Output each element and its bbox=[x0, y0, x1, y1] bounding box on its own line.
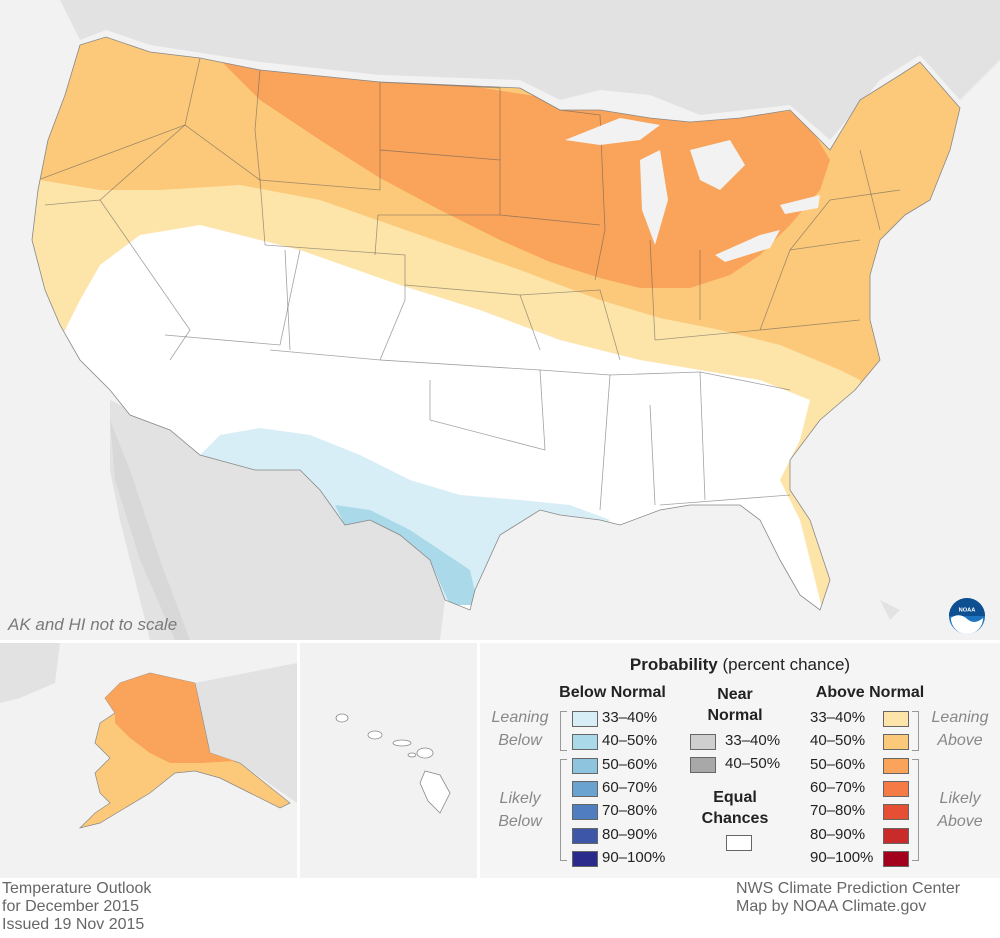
leaning-below-line2: Below bbox=[498, 732, 542, 749]
leaning-above-line1: Leaning bbox=[931, 709, 989, 726]
noaa-logo: NOAA bbox=[948, 597, 986, 635]
footer-outlook-title: Temperature Outlook bbox=[2, 880, 152, 897]
scale-note: AK and HI not to scale bbox=[8, 615, 178, 634]
above-normal-item-swatch bbox=[883, 711, 909, 727]
legend-title-bold: Probability bbox=[629, 655, 718, 674]
above-normal-item-label: 80–90% bbox=[810, 825, 866, 843]
below-normal-item-label: 33–40% bbox=[602, 709, 658, 726]
footer-right: NWS Climate Prediction Center Map by NOA… bbox=[736, 880, 960, 916]
likely-below-group: Likely Below bbox=[480, 787, 560, 833]
above-normal-item-label: 50–60% bbox=[810, 755, 866, 773]
below-normal-item-swatch bbox=[572, 711, 598, 727]
near-heading-line1: Near bbox=[717, 686, 753, 703]
above-normal-item-label: 60–70% bbox=[810, 778, 866, 796]
leaning-below-line1: Leaning bbox=[491, 709, 549, 726]
hawaii-inset-map bbox=[300, 643, 477, 878]
conus-outlook-map bbox=[0, 0, 1000, 640]
great-lakes bbox=[565, 118, 820, 262]
bahamas bbox=[880, 600, 900, 620]
below-normal-item-swatch bbox=[572, 780, 598, 797]
above-normal-item-swatch bbox=[883, 827, 909, 844]
above-normal-item-swatch bbox=[883, 780, 909, 797]
footer-issued-date: Issued 19 Nov 2015 bbox=[2, 916, 145, 933]
footer-source: NWS Climate Prediction Center bbox=[736, 880, 961, 897]
hawaii-islands bbox=[335, 713, 451, 814]
near-normal-item-label: 33–40% bbox=[725, 732, 781, 749]
likely-above-line1: Likely bbox=[939, 790, 981, 807]
below-normal-item-swatch bbox=[572, 827, 598, 844]
legend-title-rest: (percent chance) bbox=[722, 655, 851, 674]
below-normal-item-swatch bbox=[572, 804, 598, 821]
leaning-below-bracket bbox=[560, 711, 567, 751]
footer-credit: Map by NOAA Climate.gov bbox=[736, 898, 927, 915]
near-normal-item-swatch bbox=[690, 734, 716, 750]
likely-above-group: Likely Above bbox=[920, 787, 1000, 833]
below-normal-heading: Below Normal bbox=[559, 684, 666, 701]
alaska-inset-map bbox=[0, 643, 297, 878]
canada-yukon bbox=[195, 663, 297, 803]
likely-below-bracket bbox=[560, 759, 567, 861]
above-normal-item-swatch bbox=[883, 850, 909, 867]
near-normal-item-swatch bbox=[690, 757, 716, 774]
below-normal-item-label: 70–80% bbox=[602, 802, 658, 820]
below-normal-item-label: 40–50% bbox=[602, 732, 658, 750]
below-normal-item-swatch bbox=[572, 850, 598, 867]
above-normal-heading: Above Normal bbox=[815, 684, 925, 701]
canada-landmass bbox=[60, 0, 1000, 140]
likely-below-line1: Likely bbox=[499, 790, 541, 807]
equal-chances-swatch bbox=[726, 835, 752, 851]
above-normal-item-label: 90–100% bbox=[810, 848, 874, 866]
russia-landmass bbox=[0, 643, 60, 703]
svg-text:NOAA: NOAA bbox=[959, 607, 976, 613]
near-heading-line2: Normal bbox=[707, 707, 763, 724]
likely-above-line2: Above bbox=[937, 813, 983, 830]
below-normal-item-label: 60–70% bbox=[602, 778, 658, 796]
below-normal-item-label: 50–60% bbox=[602, 755, 658, 773]
baja-peninsula bbox=[110, 420, 190, 640]
mexico-landmass bbox=[110, 400, 445, 640]
equal-heading-line1: Equal bbox=[713, 789, 757, 806]
leaning-above-bracket bbox=[912, 711, 919, 751]
likely-above-bracket bbox=[912, 759, 919, 861]
footer-outlook-period: for December 2015 bbox=[2, 898, 139, 915]
above-normal-item-swatch bbox=[883, 804, 909, 821]
alaska-above-50-60 bbox=[105, 673, 235, 763]
above-normal-item-label: 70–80% bbox=[810, 802, 866, 820]
above-50-60-region bbox=[220, 60, 830, 288]
leaning-below-region bbox=[200, 428, 610, 600]
below-normal-item-swatch bbox=[572, 757, 598, 774]
leaning-below-group: Leaning Below bbox=[480, 706, 560, 752]
legend-panel: Probability (percent chance) Below Norma… bbox=[480, 643, 1000, 878]
below-normal-item-swatch bbox=[572, 734, 598, 751]
above-normal-item-label: 40–50% bbox=[810, 732, 866, 750]
likely-below-line2: Below bbox=[498, 813, 542, 830]
below-40-50-region bbox=[335, 505, 478, 605]
equal-heading-line2: Chances bbox=[701, 810, 769, 827]
legend-title: Probability (percent chance) bbox=[480, 655, 1000, 675]
below-normal-item-label: 80–90% bbox=[602, 825, 658, 843]
leaning-above-group: Leaning Above bbox=[920, 706, 1000, 752]
conus-outline bbox=[31, 36, 961, 611]
leaning-above-line2: Above bbox=[937, 732, 983, 749]
near-normal-heading: Near Normal bbox=[695, 684, 775, 726]
equal-chances-heading: Equal Chances bbox=[695, 787, 775, 829]
below-normal-item-label: 90–100% bbox=[602, 848, 666, 866]
above-normal-item-swatch bbox=[883, 734, 909, 751]
footer-left: Temperature Outlook for December 2015 Is… bbox=[2, 880, 151, 934]
above-normal-item-swatch bbox=[883, 757, 909, 774]
near-normal-item-label: 40–50% bbox=[725, 755, 781, 773]
above-normal-item-label: 33–40% bbox=[810, 709, 866, 726]
